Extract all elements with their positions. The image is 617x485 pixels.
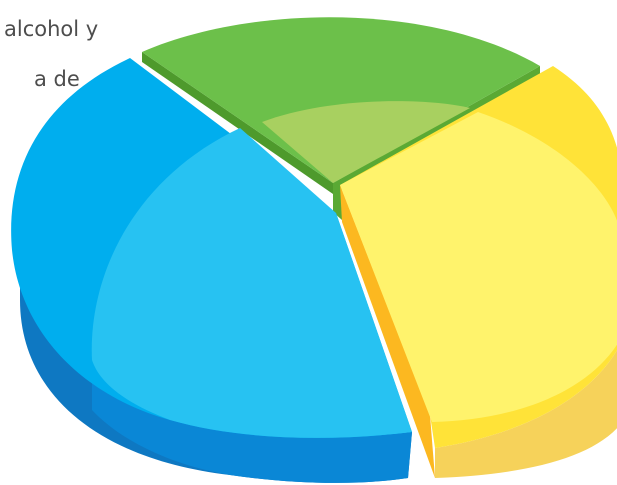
pie-slice-green-highlight [262, 101, 470, 183]
pie-slice-green-top [142, 17, 540, 183]
pie-slice-green-side [142, 52, 333, 194]
pie-slice-yellow-cut-face [340, 185, 435, 478]
text-line-2: a de [34, 67, 80, 91]
pie-slice-yellow-highlight [340, 112, 617, 422]
pie-slice-yellow [340, 66, 617, 478]
pie-slice-yellow-side [435, 349, 617, 478]
pie-slice-blue-highlight [91, 128, 413, 438]
text-line-1: alcohol y [4, 17, 99, 41]
pie-slice-blue-side-shade [92, 360, 412, 483]
pie-slice-blue [11, 58, 413, 483]
